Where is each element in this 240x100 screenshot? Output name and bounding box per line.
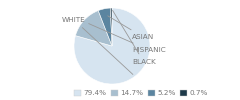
Text: BLACK: BLACK [113, 10, 156, 65]
Wedge shape [74, 8, 150, 84]
Legend: 79.4%, 14.7%, 5.2%, 0.7%: 79.4%, 14.7%, 5.2%, 0.7% [74, 90, 208, 96]
Wedge shape [75, 11, 112, 46]
Text: ASIAN: ASIAN [108, 16, 154, 40]
Text: HISPANIC: HISPANIC [89, 24, 166, 53]
Text: WHITE: WHITE [62, 17, 133, 74]
Wedge shape [110, 8, 112, 46]
Wedge shape [98, 8, 112, 46]
